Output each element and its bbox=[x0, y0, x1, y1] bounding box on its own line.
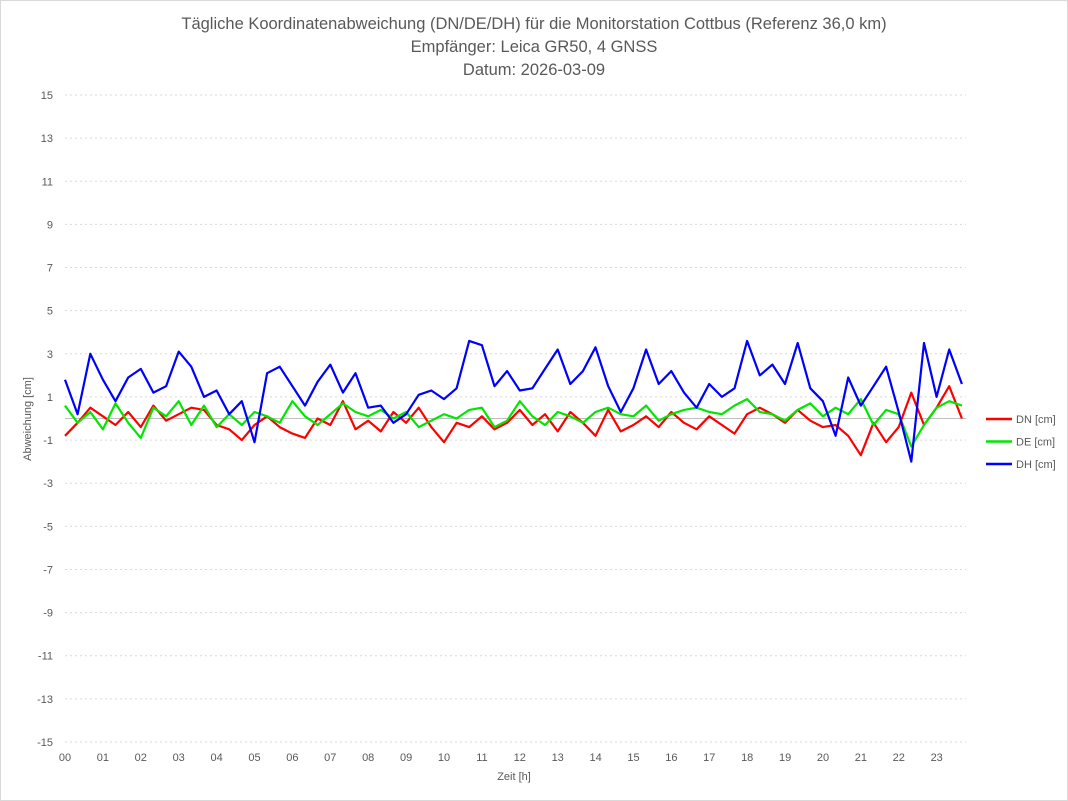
x-tick-label: 23 bbox=[931, 752, 943, 764]
y-tick-label: 1 bbox=[47, 392, 53, 404]
x-tick-label: 07 bbox=[324, 752, 336, 764]
series-lines bbox=[63, 339, 963, 463]
x-tick-label: 15 bbox=[627, 752, 639, 764]
x-tick-label: 22 bbox=[893, 752, 905, 764]
y-tick-label: -3 bbox=[43, 478, 53, 490]
x-tick-label: 20 bbox=[817, 752, 829, 764]
x-tick-label: 16 bbox=[665, 752, 677, 764]
y-tick-label: 7 bbox=[47, 263, 53, 275]
legend-label: DH [cm] bbox=[1016, 459, 1056, 471]
y-tick-label: 5 bbox=[47, 306, 53, 318]
x-tick-label: 09 bbox=[400, 752, 412, 764]
y-axis-title: Abweichung [cm] bbox=[22, 377, 34, 461]
x-tick-label: 18 bbox=[741, 752, 753, 764]
y-tick-label: 3 bbox=[47, 349, 53, 361]
y-axis-ticks: 15 13 11 9 7 5 3 1 -1 -3 -5 -7 -9 -11 -13 -15 bbox=[37, 90, 53, 749]
x-tick-label: 05 bbox=[248, 752, 260, 764]
x-tick-label: 03 bbox=[173, 752, 185, 764]
y-tick-label: -15 bbox=[37, 737, 53, 749]
legend-label: DN [cm] bbox=[1016, 414, 1056, 426]
series-line-dn bbox=[64, 385, 963, 457]
series-line-de bbox=[64, 398, 963, 448]
y-tick-label: 15 bbox=[41, 90, 53, 102]
chart-subtitle-date: Datum: 2026-03-09 bbox=[463, 61, 605, 79]
x-tick-label: 11 bbox=[476, 752, 487, 764]
x-tick-label: 08 bbox=[362, 752, 374, 764]
x-tick-label: 10 bbox=[438, 752, 450, 764]
x-tick-label: 01 bbox=[97, 752, 109, 764]
x-tick-label: 17 bbox=[703, 752, 715, 764]
chart-title: Tägliche Koordinatenabweichung (DN/DE/DH… bbox=[181, 15, 886, 33]
x-tick-label: 13 bbox=[552, 752, 564, 764]
x-tick-label: 02 bbox=[135, 752, 147, 764]
x-tick-label: 12 bbox=[514, 752, 526, 764]
y-tick-label: 9 bbox=[47, 219, 53, 231]
x-tick-label: 00 bbox=[59, 752, 71, 764]
y-tick-label: 13 bbox=[41, 133, 53, 145]
x-tick-label: 19 bbox=[779, 752, 791, 764]
x-axis-ticks: 00 01 02 03 04 05 06 07 08 09 10 11 12 13 14 15 16 17 18 19… bbox=[59, 752, 943, 764]
y-tick-label: 11 bbox=[42, 176, 53, 188]
x-tick-label: 06 bbox=[286, 752, 298, 764]
chart-subtitle-receiver: Empfänger: Leica GR50, 4 GNSS bbox=[411, 38, 658, 56]
x-tick-label: 04 bbox=[210, 752, 222, 764]
gridlines bbox=[65, 94, 966, 743]
y-tick-label: -9 bbox=[43, 608, 53, 620]
x-axis-title: Zeit [h] bbox=[497, 771, 531, 783]
y-tick-label: -7 bbox=[43, 564, 53, 576]
y-tick-label: -5 bbox=[43, 521, 53, 533]
y-tick-label: -11 bbox=[38, 651, 53, 663]
series-line-dh bbox=[63, 339, 963, 463]
x-tick-label: 14 bbox=[589, 752, 601, 764]
y-tick-label: -13 bbox=[37, 694, 53, 706]
x-tick-label: 21 bbox=[855, 752, 867, 764]
y-tick-label: -1 bbox=[43, 435, 53, 447]
legend: DN [cm] DE [cm] DH [cm] bbox=[986, 414, 1056, 471]
legend-label: DE [cm] bbox=[1016, 437, 1055, 449]
